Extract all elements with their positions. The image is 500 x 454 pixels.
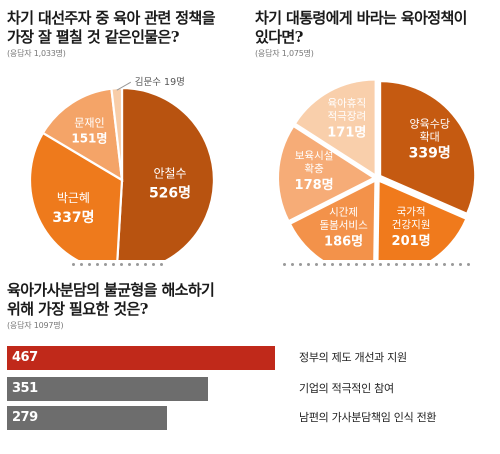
pie-slice-name-label: 건강지원 bbox=[392, 219, 431, 231]
pie-slice-value-label: 201명 bbox=[392, 233, 431, 249]
pie-slice-name-label: 안철수 bbox=[153, 166, 186, 180]
pie-slice-name-label: 확대 bbox=[420, 131, 440, 144]
pie-slice-name-label: 육아휴직 bbox=[327, 98, 366, 110]
bar-category-label: 정부의 제도 개선과 지원 bbox=[299, 351, 407, 364]
pie-slice-group bbox=[381, 82, 475, 213]
pie-slice bbox=[279, 127, 373, 220]
pie-slice-group bbox=[378, 182, 465, 260]
pie-slice-group bbox=[279, 127, 373, 220]
pie-slice-value-label: 339명 bbox=[409, 145, 451, 162]
panel2-title-line1: 차기 대통령에게 바라는 육아정책이 bbox=[255, 9, 467, 27]
pie-slice-value-label: 337명 bbox=[52, 209, 94, 226]
panel1-title-line2: 가장 잘 펼칠 것 같은인물은? bbox=[7, 28, 179, 46]
pie-slice-value-label: 526명 bbox=[149, 184, 191, 201]
pie-slice-callout-label: 김문수 19명 bbox=[135, 76, 185, 88]
pie-slice bbox=[291, 182, 375, 260]
bar-category-label: 기업의 적극적인 참여 bbox=[299, 382, 394, 395]
panel3-title-line2: 위해 가장 필요한 것은? bbox=[7, 300, 148, 318]
pie-slice-value-label: 178명 bbox=[295, 177, 334, 193]
pie-slice-name-label: 돌봄서비스 bbox=[319, 219, 368, 231]
pie-slice bbox=[110, 86, 124, 181]
pie-slice-name-label: 적극장려 bbox=[327, 111, 366, 123]
panel3-title-line1: 육아가사분담의 불균형을 해소하기 bbox=[7, 281, 215, 299]
pie-slice-name-label: 박근혜 bbox=[57, 191, 90, 205]
panel1-title: 차기 대선주자 중 육아 관련 정책을 가장 잘 펼칠 것 같은인물은? bbox=[7, 9, 245, 47]
panel-housework: 육아가사분담의 불균형을 해소하기 위해 가장 필요한 것은? (응답자 109… bbox=[7, 281, 307, 331]
divider-dots-right bbox=[283, 263, 475, 267]
pie-chart-candidate: 안철수 526명 박근혜 337명 문재인 151명 김문수 19명 bbox=[28, 76, 216, 260]
bar-category-label: 남편의 가사분담책임 인식 전환 bbox=[299, 411, 437, 424]
panel3-subtitle: (응답자 1097명) bbox=[7, 321, 64, 330]
pie-slice-name-label: 보육시설 bbox=[295, 150, 334, 162]
pie-slice-name-label: 양육수당 bbox=[409, 118, 449, 131]
panel-policy: 차기 대통령에게 바라는 육아정책이 있다면? (응답자 1,075명) bbox=[255, 9, 497, 59]
pie-slice bbox=[296, 80, 375, 174]
pie-slice-name-label: 확충 bbox=[304, 162, 324, 175]
pie-slice-group bbox=[291, 182, 375, 260]
panel2-title-line2: 있다면? bbox=[255, 28, 303, 46]
panel-candidate: 차기 대선주자 중 육아 관련 정책을 가장 잘 펼칠 것 같은인물은? (응답… bbox=[7, 9, 245, 59]
pie-slice-name-label: 국가적 bbox=[397, 206, 426, 218]
bar-value-label: 279명 bbox=[12, 410, 38, 449]
bar bbox=[7, 346, 275, 370]
pie-slice-value-label: 171명 bbox=[327, 125, 366, 141]
panel2-subtitle: (응답자 1,075명) bbox=[255, 49, 314, 58]
pie-slice bbox=[28, 131, 124, 260]
pie-slice-name-label: 문재인 bbox=[74, 117, 104, 130]
pie-callout-line bbox=[116, 81, 132, 91]
pie-slice-group bbox=[296, 80, 375, 174]
pie-slice-value-label: 151명 bbox=[71, 132, 107, 146]
bar bbox=[7, 406, 168, 430]
pie-slice bbox=[378, 182, 465, 260]
panel1-subtitle: (응답자 1,033명) bbox=[7, 49, 66, 58]
pie-slice bbox=[41, 87, 124, 183]
divider-dots-left bbox=[72, 263, 168, 267]
panel3-title: 육아가사분담의 불균형을 해소하기 위해 가장 필요한 것은? bbox=[7, 281, 307, 319]
panel2-title: 차기 대통령에게 바라는 육아정책이 있다면? bbox=[255, 9, 497, 47]
pie-slice-value-label: 186명 bbox=[324, 233, 363, 249]
bar bbox=[7, 377, 209, 401]
panel1-title-line1: 차기 대선주자 중 육아 관련 정책을 bbox=[7, 9, 216, 27]
pie-slice bbox=[116, 86, 216, 260]
pie-slice-name-label: 시간제 bbox=[329, 206, 358, 218]
pie-slice bbox=[381, 82, 475, 213]
